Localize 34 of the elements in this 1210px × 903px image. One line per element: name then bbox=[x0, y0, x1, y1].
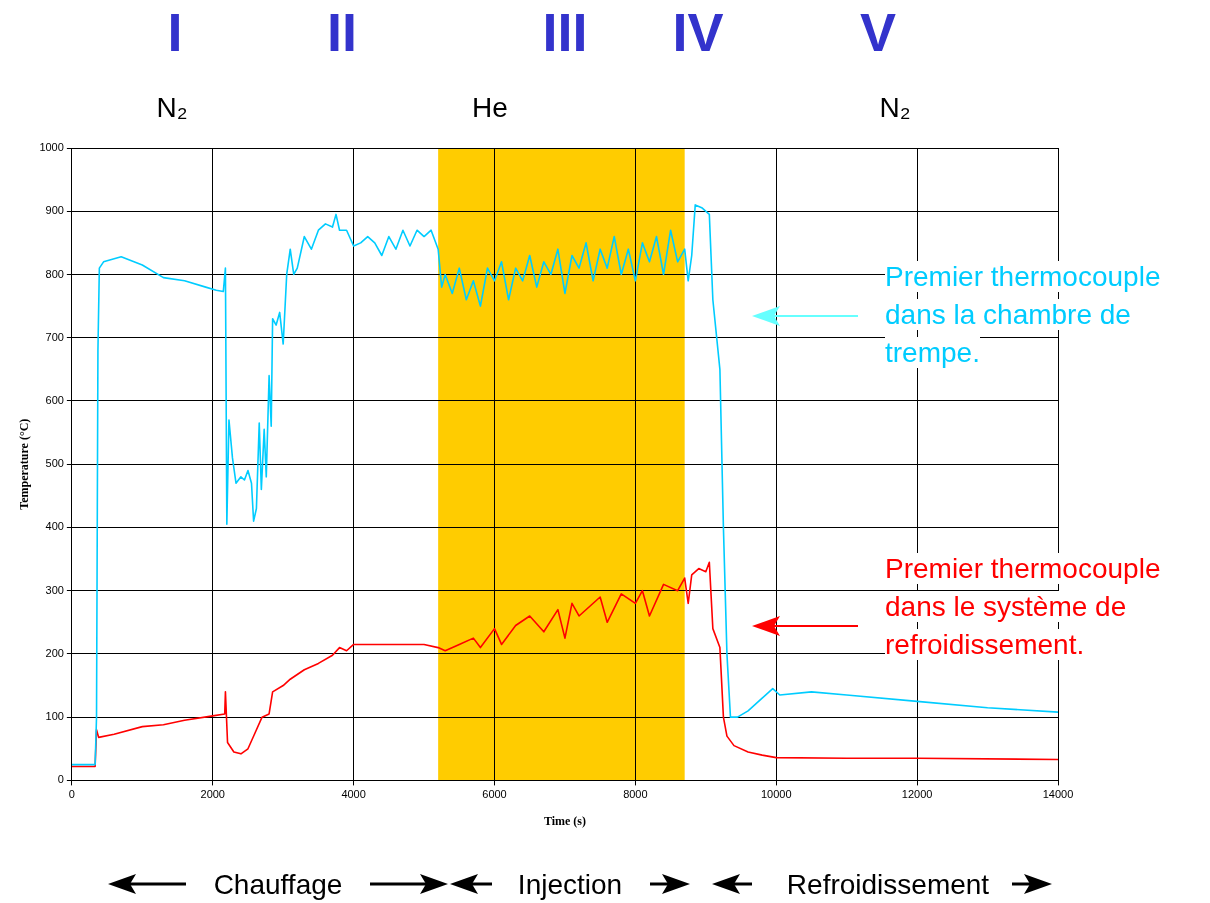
text: N₂ bbox=[879, 92, 911, 123]
y-tick-label: 200 bbox=[45, 646, 64, 659]
text: Chauffage bbox=[213, 869, 343, 900]
y-tick-label: 100 bbox=[45, 710, 64, 723]
text: V bbox=[859, 2, 897, 62]
y-tick-label: 0 bbox=[57, 773, 64, 786]
x-tick-label: 8000 bbox=[623, 788, 648, 801]
text: IV bbox=[672, 2, 724, 62]
y-tick-label: 300 bbox=[45, 583, 64, 596]
x-tick-label: 6000 bbox=[482, 788, 507, 801]
legend-label: Premier thermocouple dans le système de refroidissement. bbox=[885, 553, 1161, 660]
text: II bbox=[326, 2, 358, 62]
y-tick-label: 700 bbox=[45, 330, 64, 343]
x-tick-label: 12000 bbox=[901, 788, 933, 801]
y-tick-label: 800 bbox=[45, 267, 64, 280]
text: N₂ bbox=[156, 92, 188, 123]
x-tick-label: 0 bbox=[68, 788, 75, 801]
y-axis-title: Temperature (°C) bbox=[17, 418, 32, 510]
x-axis-title: Time (s) bbox=[543, 813, 586, 828]
text: Refroidissement bbox=[786, 869, 990, 900]
x-tick-label: 4000 bbox=[341, 788, 366, 801]
text: III bbox=[542, 2, 588, 62]
y-tick-label: 900 bbox=[45, 204, 64, 217]
text: Premier thermocouple dans la chambre de trempe. bbox=[885, 261, 1161, 368]
text: I bbox=[167, 2, 183, 62]
x-tick-label: 10000 bbox=[760, 788, 792, 801]
y-tick-label: 1000 bbox=[39, 141, 64, 154]
x-tick-label: 2000 bbox=[200, 788, 225, 801]
y-tick-label: 500 bbox=[45, 457, 64, 470]
y-tick-label: 600 bbox=[45, 393, 64, 406]
text: Injection bbox=[517, 869, 623, 900]
text: He bbox=[472, 92, 508, 123]
y-tick-label: 400 bbox=[45, 520, 64, 533]
x-tick-label: 14000 bbox=[1042, 788, 1074, 801]
